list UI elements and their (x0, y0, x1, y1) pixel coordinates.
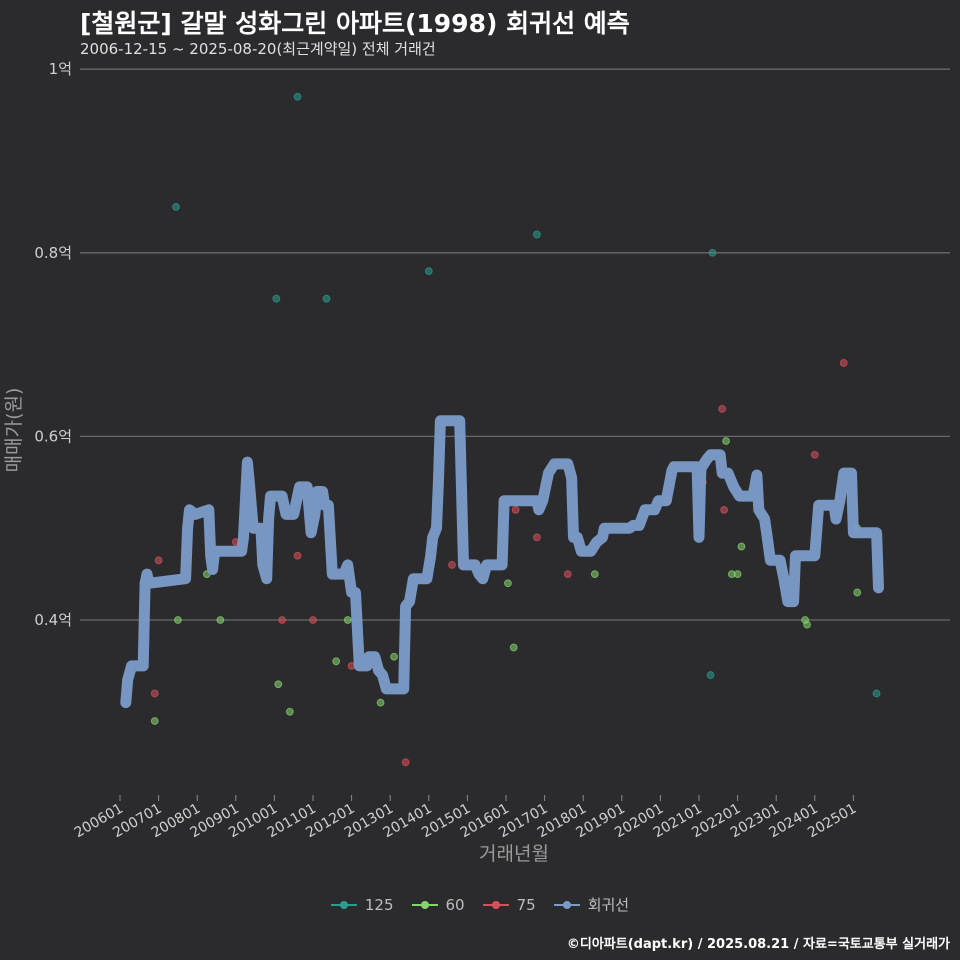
data-point-60 (504, 579, 512, 588)
data-point-60 (332, 657, 341, 666)
regression-line-group (120, 415, 884, 709)
data-point-75 (293, 551, 302, 560)
data-point-125 (532, 230, 541, 239)
legend-item-125: 125 (330, 894, 394, 915)
data-point-60 (733, 570, 742, 578)
data-point-60 (722, 437, 730, 445)
data-point-75 (278, 616, 287, 624)
data-point-125 (706, 671, 715, 679)
scatter-points (150, 92, 881, 767)
x-axis-ticks: 2006012007012008012009012010012011012012… (72, 795, 859, 841)
x-axis-label: 거래년월 (479, 843, 549, 865)
data-point-60 (216, 616, 225, 624)
data-point-60 (590, 570, 599, 578)
data-point-125 (293, 92, 302, 101)
data-point-60 (174, 616, 182, 624)
data-point-125 (872, 689, 881, 698)
data-point-125 (424, 267, 433, 276)
y-tick-label: 1억 (49, 60, 72, 78)
y-tick-label: 0.4억 (34, 611, 72, 629)
data-point-75 (401, 758, 410, 767)
y-tick-label: 0.6억 (34, 427, 72, 445)
data-point-125 (172, 203, 180, 211)
legend-item-75: 75 (482, 894, 536, 915)
data-point-75 (448, 561, 456, 569)
y-tick-label: 0.8억 (34, 244, 72, 262)
data-point-75 (839, 359, 848, 367)
legend-key-125 (330, 898, 357, 912)
data-point-75 (150, 689, 159, 698)
data-point-60 (853, 588, 862, 597)
data-point-60 (376, 698, 385, 707)
data-point-75 (511, 505, 520, 514)
legend-key-regression (553, 898, 580, 912)
data-point-75 (154, 556, 163, 565)
data-point-75 (532, 533, 541, 542)
chart-subtitle: 2006-12-15 ~ 2025-08-20(최근계약일) 전체 거래건 (80, 40, 436, 58)
data-point-60 (150, 717, 159, 725)
data-point-125 (322, 294, 331, 303)
legend-key-75 (482, 898, 509, 912)
source-credit: ©디아파트(dapt.kr) / 2025.08.21 / 자료=국토교통부 실… (566, 937, 950, 952)
data-point-60 (343, 616, 352, 624)
legend-label-75: 75 (516, 895, 536, 914)
regression-line (120, 415, 884, 709)
data-point-60 (274, 680, 283, 689)
legend-label-125: 125 (364, 895, 394, 914)
data-point-60 (803, 620, 811, 629)
data-point-60 (509, 643, 518, 652)
data-point-60 (390, 652, 398, 661)
legend-item-regression: 회귀선 (553, 894, 630, 915)
legend: 125 60 75 회귀선 (0, 894, 960, 915)
data-point-75 (563, 570, 572, 578)
data-point-60 (737, 542, 746, 551)
data-point-75 (720, 505, 728, 514)
data-point-75 (718, 404, 727, 413)
legend-label-60: 60 (445, 895, 465, 914)
y-axis-ticks: 0.4억 0.6억 0.8억 1억 (34, 60, 72, 629)
data-point-75 (309, 616, 317, 624)
data-point-125 (272, 294, 281, 303)
legend-label-regression: 회귀선 (587, 896, 630, 914)
legend-item-60: 60 (411, 894, 465, 915)
legend-key-60 (411, 898, 438, 912)
data-point-75 (810, 450, 819, 459)
y-axis-label: 매매가(원) (3, 388, 25, 473)
chart-title: [철원군] 갈말 성화그린 아파트(1998) 회귀선 예측 (80, 9, 630, 38)
data-point-60 (285, 707, 294, 716)
data-point-125 (708, 248, 717, 257)
